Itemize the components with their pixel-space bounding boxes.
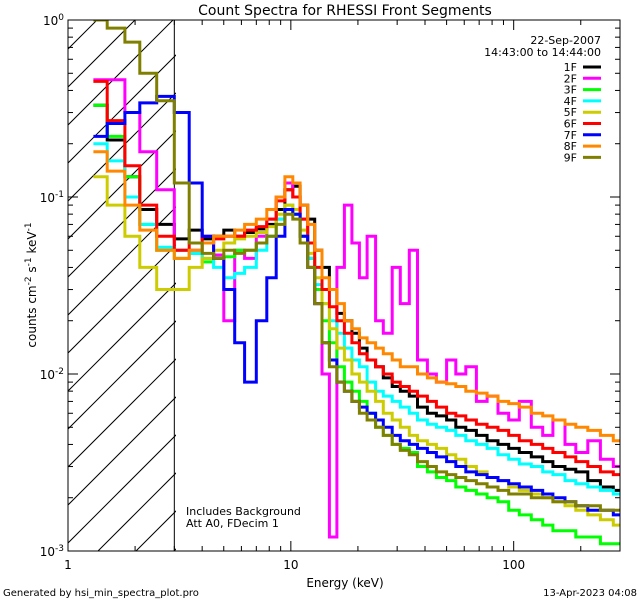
legend-label-7f: 7F <box>564 129 577 142</box>
legend-label-5f: 5F <box>564 106 577 119</box>
hatch-line <box>68 20 98 50</box>
legend-label-1f: 1F <box>564 61 577 74</box>
legend-label-4f: 4F <box>564 95 577 108</box>
y-tick-label: 10-3 <box>40 544 64 559</box>
axis-ticks <box>67 19 621 552</box>
hatch-line <box>0 11 68 551</box>
annotation-attenuator: Att A0, FDecim 1 <box>186 517 279 530</box>
hatch-line <box>68 206 176 316</box>
hatch-line <box>68 434 176 544</box>
hatch-line <box>68 20 174 126</box>
y-tick-label: 10-1 <box>40 190 64 205</box>
legend-label-6f: 6F <box>564 118 577 131</box>
hatch-line <box>68 54 176 164</box>
x-tick-label: 100 <box>502 558 525 572</box>
y-axis-label: counts cm-2 s-1 keV-1 <box>24 222 39 347</box>
legend-label-8f: 8F <box>564 140 577 153</box>
x-axis-label: Energy (keV) <box>306 576 383 590</box>
series-4f-line <box>93 142 620 496</box>
annotation-background: Includes Background <box>186 505 301 518</box>
series-8f-line <box>93 150 620 443</box>
footer-timestamp: 13-Apr-2023 04:08 <box>543 588 637 599</box>
series-5f-line <box>93 175 620 527</box>
series-6f-line <box>93 79 620 477</box>
legend-label-2f: 2F <box>564 72 577 85</box>
series-7f-line <box>93 94 620 517</box>
hatch-line <box>68 130 176 240</box>
x-tick-label: 1 <box>64 558 72 572</box>
x-tick-label: 10 <box>283 558 298 572</box>
series-9f-line <box>93 20 620 512</box>
hatch-line <box>68 244 176 354</box>
chart-title: Count Spectra for RHESSI Front Segments <box>198 3 492 19</box>
hatch-line <box>68 396 176 506</box>
series-1f-line <box>93 103 620 492</box>
series-group <box>93 20 620 546</box>
footer-generated-by: Generated by hsi_min_spectra_plot.pro <box>3 588 199 599</box>
legend-label-9f: 9F <box>564 151 577 164</box>
y-tick-label: 100 <box>43 13 64 28</box>
hatch-line <box>68 92 176 202</box>
hatch-line <box>68 320 176 430</box>
legend-label-3f: 3F <box>564 84 577 97</box>
legend-date: 22-Sep-2007 <box>530 34 601 47</box>
hatch-line <box>68 168 176 278</box>
plot-frame <box>67 19 621 552</box>
hatch-line <box>68 20 136 88</box>
hatch-line <box>97 472 176 551</box>
hatch-line <box>68 358 176 468</box>
legend-time-range: 14:43:00 to 14:44:00 <box>484 46 601 59</box>
series-2f-line <box>93 78 620 539</box>
y-tick-label: 10-2 <box>40 367 64 382</box>
axis-tick-labels: 1 10 100 100 10-1 10-2 10-3 <box>40 13 525 572</box>
